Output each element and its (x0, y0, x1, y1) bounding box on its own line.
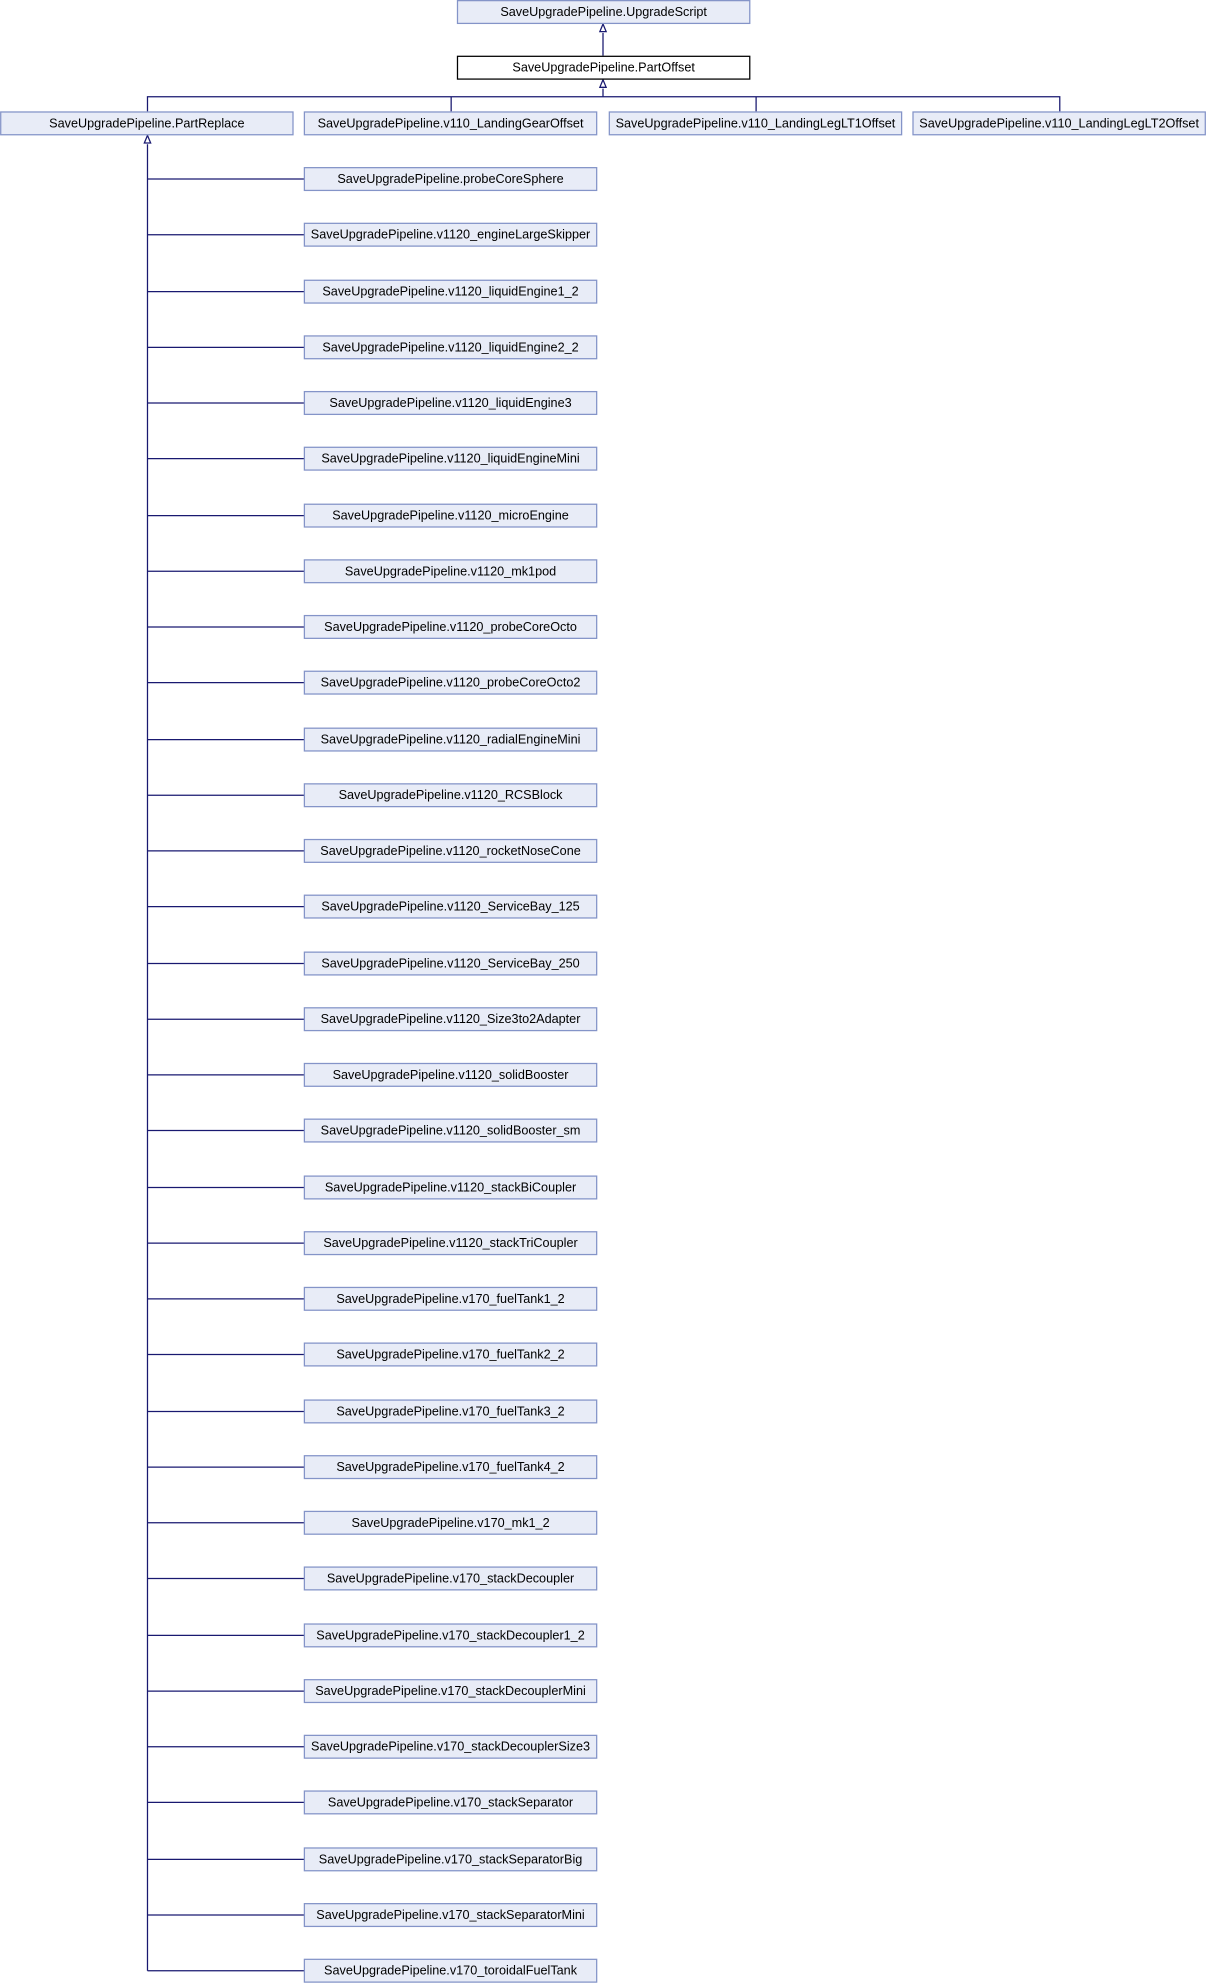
class-label: SaveUpgradePipeline.PartOffset (512, 61, 695, 75)
class-box (303, 670, 598, 695)
class-label: SaveUpgradePipeline.v1120_stackTriCouple… (323, 1236, 577, 1250)
class-label: SaveUpgradePipeline.v1120_stackBiCoupler (325, 1180, 576, 1194)
class-box (303, 1118, 598, 1143)
class-box (0, 111, 294, 136)
class-box (303, 1790, 598, 1815)
class-label: SaveUpgradePipeline.v1120_liquidEngine2_… (322, 340, 578, 354)
class-box (303, 167, 598, 192)
class-label: SaveUpgradePipeline.v1120_probeCoreOcto (324, 620, 577, 634)
class-label: SaveUpgradePipeline.v1120_microEngine (332, 509, 569, 523)
class-box (303, 559, 598, 584)
class-box (303, 1510, 598, 1535)
class-label: SaveUpgradePipeline.v1120_liquidEngineMi… (321, 452, 579, 466)
class-box (303, 1062, 598, 1087)
class-box (303, 335, 598, 360)
class-label: SaveUpgradePipeline.v1120_solidBooster (333, 1068, 569, 1082)
class-box (303, 1342, 598, 1367)
class-box (303, 614, 598, 639)
class-box (303, 222, 598, 247)
class-box (303, 446, 598, 471)
class-label: SaveUpgradePipeline.v1120_liquidEngine1_… (322, 285, 578, 299)
class-box (303, 1455, 598, 1480)
class-label: SaveUpgradePipeline.v1120_solidBooster_s… (321, 1124, 581, 1138)
class-box (303, 1286, 598, 1311)
class-box (912, 111, 1206, 136)
class-box (303, 111, 598, 136)
arrow-head (598, 22, 608, 33)
class-label: SaveUpgradePipeline.v1120_RCSBlock (339, 788, 564, 802)
class-label: SaveUpgradePipeline.v1120_radialEngineMi… (321, 733, 581, 747)
class-label: SaveUpgradePipeline.v1120_rocketNoseCone (320, 844, 580, 858)
class-label: SaveUpgradePipeline.PartReplace (49, 116, 244, 130)
class-label: SaveUpgradePipeline.v170_stackSeparatorM… (316, 1908, 584, 1922)
class-label: SaveUpgradePipeline.probeCoreSphere (337, 172, 563, 186)
class-label: SaveUpgradePipeline.v170_fuelTank3_2 (336, 1404, 564, 1418)
class-box (303, 1175, 598, 1200)
class-box (303, 1566, 598, 1591)
link (146, 88, 1061, 112)
class-label: SaveUpgradePipeline.v170_fuelTank4_2 (336, 1460, 564, 1474)
class-label: SaveUpgradePipeline.v1120_ServiceBay_125 (321, 900, 579, 914)
class-label: SaveUpgradePipeline.v1120_Size3to2Adapte… (321, 1012, 581, 1026)
class-box (608, 111, 903, 136)
class-box (303, 783, 598, 808)
class-label: SaveUpgradePipeline.v170_stackDecouplerS… (311, 1740, 590, 1754)
class-label: SaveUpgradePipeline.v110_LandingGearOffs… (318, 116, 584, 130)
class-box (456, 0, 751, 25)
class-box (303, 1847, 598, 1872)
class-label: SaveUpgradePipeline.v110_LandingLegLT1Of… (616, 116, 896, 130)
class-label: SaveUpgradePipeline.v1120_mk1pod (345, 564, 556, 578)
class-box (303, 1399, 598, 1424)
class-label: SaveUpgradePipeline.v1120_liquidEngine3 (329, 396, 571, 410)
class-box (303, 1958, 598, 1983)
class-label: SaveUpgradePipeline.v170_stackSeparator (328, 1795, 573, 1809)
class-label: SaveUpgradePipeline.v170_stackSeparatorB… (319, 1852, 583, 1866)
class-box (303, 1734, 598, 1759)
class-label: SaveUpgradePipeline.v170_stackDecoupler1… (316, 1628, 584, 1642)
class-label: SaveUpgradePipeline.v170_toroidalFuelTan… (324, 1964, 578, 1978)
class-box (303, 390, 598, 416)
arrow-head (598, 78, 608, 88)
class-box (303, 894, 598, 919)
class-box (303, 1007, 598, 1032)
class-box (456, 55, 751, 80)
class-label: SaveUpgradePipeline.UpgradeScript (500, 5, 707, 19)
class-box (303, 1623, 598, 1648)
class-box (303, 1679, 598, 1704)
class-box (303, 1903, 598, 1928)
class-label: SaveUpgradePipeline.v170_fuelTank1_2 (336, 1292, 564, 1306)
class-label: SaveUpgradePipeline.v170_fuelTank2_2 (336, 1347, 564, 1361)
arrow-head (143, 133, 152, 144)
class-box (303, 279, 598, 304)
class-box (303, 727, 598, 752)
class-label: SaveUpgradePipeline.v1120_engineLargeSki… (311, 228, 590, 242)
class-label: SaveUpgradePipeline.v170_mk1_2 (351, 1516, 549, 1530)
class-label: SaveUpgradePipeline.v170_stackDecoupler (327, 1571, 574, 1585)
class-label: SaveUpgradePipeline.v1120_ServiceBay_250 (321, 957, 579, 971)
class-box (303, 503, 598, 528)
class-label: SaveUpgradePipeline.v170_stackDecouplerM… (315, 1684, 586, 1698)
class-box (303, 1231, 598, 1256)
class-box (303, 951, 598, 976)
class-label: SaveUpgradePipeline.v110_LandingLegLT2Of… (919, 116, 1199, 130)
class-box (303, 838, 598, 863)
class-label: SaveUpgradePipeline.v1120_probeCoreOcto2 (321, 676, 581, 690)
